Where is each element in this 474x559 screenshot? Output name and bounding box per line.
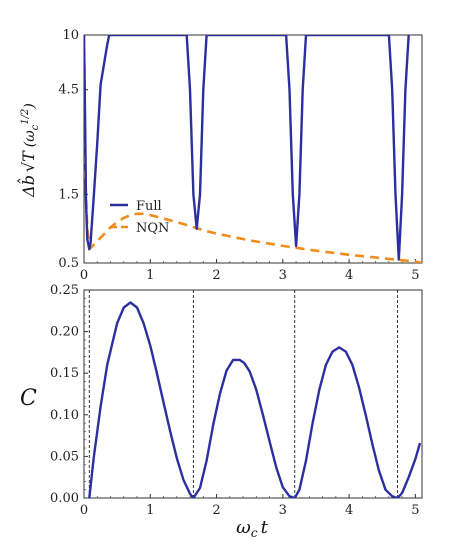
bottom-ytick-label: 0.10: [50, 408, 79, 423]
top-xtick-label: 5: [411, 268, 419, 283]
bottom-panel: 0.00 0.05 0.10 0.15 0.20 0.25 0 1 2 3 4 5 C ωc t: [20, 283, 423, 540]
bottom-xtick-label: 0: [80, 503, 88, 518]
top-ylabel: Δb̂√T(ωc1/2): [18, 103, 41, 198]
top-xtick-label: 1: [146, 268, 154, 283]
top-legend: Full NQN: [110, 199, 169, 236]
top-ytick-label: 0.5: [58, 256, 79, 271]
bottom-xtick-label: 2: [212, 503, 220, 518]
bottom-xtick-label: 5: [411, 503, 419, 518]
legend-label-full: Full: [136, 199, 162, 214]
bottom-ytick-label: 0.00: [50, 491, 79, 506]
top-xtick-label: 0: [80, 268, 88, 283]
legend-label-nqn: NQN: [136, 221, 169, 236]
top-xtick-label: 4: [345, 268, 353, 283]
bottom-ylabel: C: [20, 386, 37, 411]
top-ytick-label: 4.5: [58, 83, 79, 98]
top-ytick-label: 1.5: [58, 188, 79, 203]
bottom-ytick-label: 0.20: [50, 325, 79, 340]
top-plot-frame: [83, 34, 423, 264]
top-xtick-label: 3: [279, 268, 287, 283]
top-ytick-label: 10: [62, 28, 79, 43]
bottom-plot-frame: [83, 289, 423, 499]
top-series-nqn: [84, 35, 422, 263]
bottom-ytick-label: 0.05: [50, 449, 79, 464]
bottom-xtick-label: 1: [146, 503, 154, 518]
svg-text:Δb̂√T(ωc1/2): Δb̂√T(ωc1/2): [18, 103, 41, 198]
top-xtick-label: 2: [212, 268, 220, 283]
bottom-series-c: [88, 301, 422, 498]
top-series-full: [84, 35, 410, 261]
bottom-xtick-label: 4: [345, 503, 353, 518]
bottom-xlabel: ωc t: [236, 517, 268, 540]
top-panel: 0.5 1.5 4.5 10 0 1 2 3 4 5 Full NQN Δb̂√T(ωc1/2): [18, 28, 423, 283]
bottom-xtick-label: 3: [279, 503, 287, 518]
bottom-ytick-label: 0.15: [50, 366, 79, 381]
bottom-ytick-label: 0.25: [50, 283, 79, 298]
